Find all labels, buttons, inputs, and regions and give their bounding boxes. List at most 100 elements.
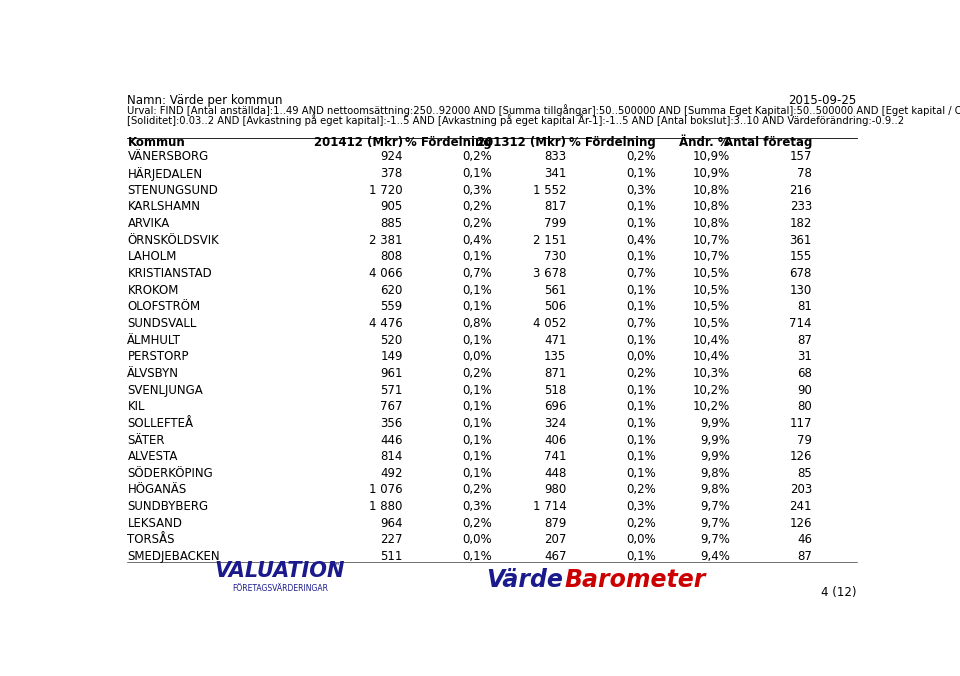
Text: 0,0%: 0,0% bbox=[463, 533, 492, 546]
Text: 0,7%: 0,7% bbox=[463, 267, 492, 280]
Text: 9,7%: 9,7% bbox=[700, 516, 730, 530]
Text: SÄTER: SÄTER bbox=[128, 433, 165, 447]
Text: 81: 81 bbox=[797, 300, 812, 313]
Text: 90: 90 bbox=[797, 383, 812, 397]
Text: 0,1%: 0,1% bbox=[626, 333, 656, 347]
Text: 341: 341 bbox=[544, 167, 566, 180]
Text: 87: 87 bbox=[797, 333, 812, 347]
Text: 87: 87 bbox=[797, 550, 812, 563]
Text: Antal företag: Antal företag bbox=[724, 136, 812, 149]
Text: 520: 520 bbox=[380, 333, 403, 347]
Text: 0,1%: 0,1% bbox=[626, 217, 656, 230]
Text: 149: 149 bbox=[380, 350, 403, 363]
Text: 492: 492 bbox=[380, 467, 403, 480]
Text: 9,8%: 9,8% bbox=[701, 467, 730, 480]
Text: 0,4%: 0,4% bbox=[626, 234, 656, 247]
Text: 157: 157 bbox=[789, 150, 812, 164]
Text: % Fördelning: % Fördelning bbox=[405, 136, 492, 149]
Text: 10,3%: 10,3% bbox=[693, 367, 730, 380]
Text: 0,2%: 0,2% bbox=[463, 200, 492, 214]
Text: Ändr. %: Ändr. % bbox=[680, 136, 730, 149]
Text: LEKSAND: LEKSAND bbox=[128, 516, 182, 530]
Text: 0,1%: 0,1% bbox=[463, 284, 492, 297]
Text: 808: 808 bbox=[380, 250, 403, 263]
Text: 1 880: 1 880 bbox=[370, 500, 403, 513]
Text: 126: 126 bbox=[789, 450, 812, 463]
Text: 0,1%: 0,1% bbox=[626, 400, 656, 413]
Text: 0,1%: 0,1% bbox=[626, 383, 656, 397]
Text: 0,2%: 0,2% bbox=[463, 367, 492, 380]
Text: 730: 730 bbox=[544, 250, 566, 263]
Text: 0,3%: 0,3% bbox=[626, 184, 656, 197]
Text: 10,8%: 10,8% bbox=[693, 184, 730, 197]
Text: 4 066: 4 066 bbox=[369, 267, 403, 280]
Text: 4 476: 4 476 bbox=[369, 317, 403, 330]
Text: KARLSHAMN: KARLSHAMN bbox=[128, 200, 201, 214]
Text: 0,1%: 0,1% bbox=[463, 450, 492, 463]
Text: SVENLJUNGA: SVENLJUNGA bbox=[128, 383, 204, 397]
Text: ÖRNSKÖLDSVIK: ÖRNSKÖLDSVIK bbox=[128, 234, 219, 247]
Text: 559: 559 bbox=[380, 300, 403, 313]
Text: 0,2%: 0,2% bbox=[626, 483, 656, 496]
Text: KIL: KIL bbox=[128, 400, 145, 413]
Text: 79: 79 bbox=[797, 433, 812, 447]
Text: 0,2%: 0,2% bbox=[626, 150, 656, 164]
Text: HÖGANÄS: HÖGANÄS bbox=[128, 483, 186, 496]
Text: 0,2%: 0,2% bbox=[463, 150, 492, 164]
Text: KROKOM: KROKOM bbox=[128, 284, 179, 297]
Text: 714: 714 bbox=[789, 317, 812, 330]
Text: 0,0%: 0,0% bbox=[626, 533, 656, 546]
Text: 10,5%: 10,5% bbox=[693, 317, 730, 330]
Text: 620: 620 bbox=[380, 284, 403, 297]
Text: 10,4%: 10,4% bbox=[693, 333, 730, 347]
Text: 10,2%: 10,2% bbox=[693, 400, 730, 413]
Text: 155: 155 bbox=[790, 250, 812, 263]
Text: 571: 571 bbox=[380, 383, 403, 397]
Text: 135: 135 bbox=[544, 350, 566, 363]
Text: 9,4%: 9,4% bbox=[700, 550, 730, 563]
Text: 201412 (Mkr): 201412 (Mkr) bbox=[314, 136, 403, 149]
Text: 0,2%: 0,2% bbox=[626, 516, 656, 530]
Text: 9,7%: 9,7% bbox=[700, 533, 730, 546]
Text: Barometer: Barometer bbox=[564, 568, 706, 592]
Text: 0,0%: 0,0% bbox=[463, 350, 492, 363]
Text: 207: 207 bbox=[544, 533, 566, 546]
Text: 0,7%: 0,7% bbox=[626, 317, 656, 330]
Text: 130: 130 bbox=[790, 284, 812, 297]
Text: 0,1%: 0,1% bbox=[463, 300, 492, 313]
Text: 814: 814 bbox=[380, 450, 403, 463]
Text: Värde: Värde bbox=[486, 568, 563, 592]
Text: 2 151: 2 151 bbox=[533, 234, 566, 247]
Text: 518: 518 bbox=[544, 383, 566, 397]
Text: 10,7%: 10,7% bbox=[693, 234, 730, 247]
Text: 0,1%: 0,1% bbox=[626, 467, 656, 480]
Text: 561: 561 bbox=[544, 284, 566, 297]
Text: 9,9%: 9,9% bbox=[700, 450, 730, 463]
Text: 406: 406 bbox=[544, 433, 566, 447]
Text: 0,0%: 0,0% bbox=[626, 350, 656, 363]
Text: 833: 833 bbox=[544, 150, 566, 164]
Text: 10,5%: 10,5% bbox=[693, 300, 730, 313]
Text: 10,2%: 10,2% bbox=[693, 383, 730, 397]
Text: 10,5%: 10,5% bbox=[693, 267, 730, 280]
Text: 68: 68 bbox=[797, 367, 812, 380]
Text: 1 720: 1 720 bbox=[369, 184, 403, 197]
Text: 0,2%: 0,2% bbox=[626, 367, 656, 380]
Text: 9,7%: 9,7% bbox=[700, 500, 730, 513]
Text: ARVIKA: ARVIKA bbox=[128, 217, 170, 230]
Text: 446: 446 bbox=[380, 433, 403, 447]
Text: 233: 233 bbox=[790, 200, 812, 214]
Text: 1 076: 1 076 bbox=[369, 483, 403, 496]
Text: ÄLVSBYN: ÄLVSBYN bbox=[128, 367, 180, 380]
Text: 961: 961 bbox=[380, 367, 403, 380]
Text: 0,1%: 0,1% bbox=[626, 167, 656, 180]
Text: 356: 356 bbox=[380, 417, 403, 430]
Text: 324: 324 bbox=[544, 417, 566, 430]
Text: % Fördelning: % Fördelning bbox=[569, 136, 656, 149]
Text: 10,7%: 10,7% bbox=[693, 250, 730, 263]
Text: ÄLMHULT: ÄLMHULT bbox=[128, 333, 181, 347]
Text: 361: 361 bbox=[789, 234, 812, 247]
Text: 241: 241 bbox=[789, 500, 812, 513]
Text: Kommun: Kommun bbox=[128, 136, 185, 149]
Text: ™: ™ bbox=[331, 562, 340, 571]
